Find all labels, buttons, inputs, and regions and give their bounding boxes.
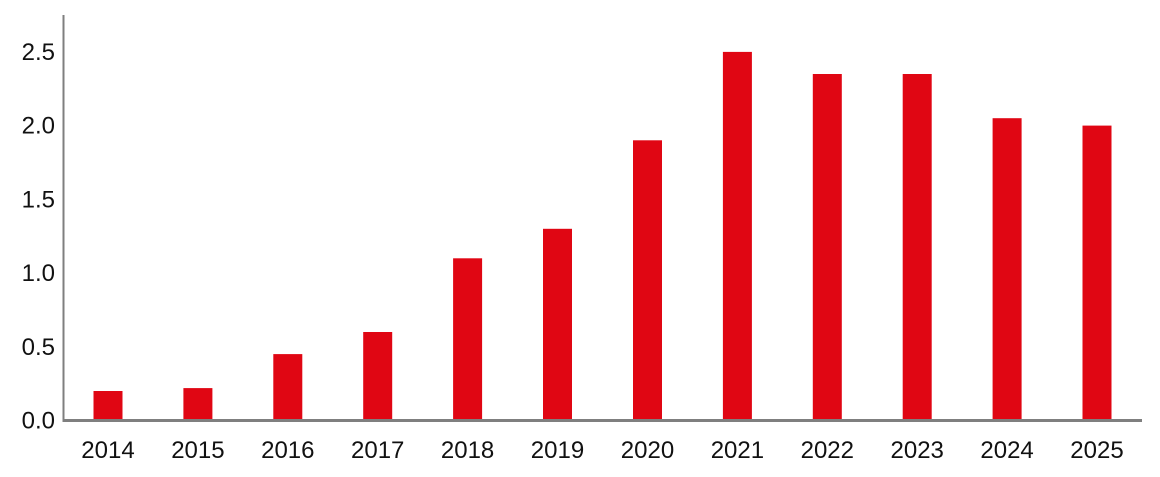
bar-2025 xyxy=(1082,125,1112,421)
x-tick-label-2018: 2018 xyxy=(441,437,494,464)
y-tick-label-0.0: 0.0 xyxy=(22,408,55,435)
x-tick-label-2022: 2022 xyxy=(801,437,854,464)
bar-2020 xyxy=(633,140,662,421)
bar-2024 xyxy=(992,118,1022,421)
bar-2018 xyxy=(453,258,483,421)
y-tick-label-1.0: 1.0 xyxy=(22,260,55,287)
bar-2016 xyxy=(273,354,303,421)
bar-2014 xyxy=(93,391,123,421)
x-tick-label-2025: 2025 xyxy=(1070,437,1123,464)
bar-2021 xyxy=(722,51,752,421)
bar-2017 xyxy=(363,332,393,421)
x-tick-label-2016: 2016 xyxy=(261,437,314,464)
bar-2019 xyxy=(543,228,572,421)
y-tick-label-0.5: 0.5 xyxy=(22,334,55,361)
bar-2015 xyxy=(183,388,213,421)
bar-2022 xyxy=(812,74,842,421)
x-tick-label-2023: 2023 xyxy=(891,437,944,464)
y-tick-label-1.5: 1.5 xyxy=(22,186,55,213)
x-tick-label-2024: 2024 xyxy=(980,437,1033,464)
x-tick-label-2014: 2014 xyxy=(81,437,134,464)
x-tick-label-2017: 2017 xyxy=(351,437,404,464)
bar-2023 xyxy=(902,74,932,421)
x-tick-label-2019: 2019 xyxy=(531,437,584,464)
x-tick-label-2020: 2020 xyxy=(621,437,674,464)
x-tick-label-2015: 2015 xyxy=(171,437,224,464)
y-tick-label-2.5: 2.5 xyxy=(22,39,55,66)
x-tick-label-2021: 2021 xyxy=(711,437,764,464)
y-tick-label-2.0: 2.0 xyxy=(22,113,55,140)
